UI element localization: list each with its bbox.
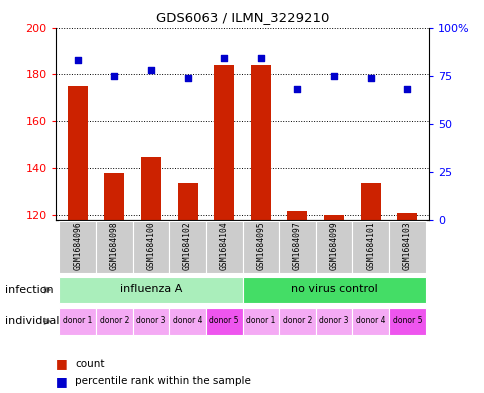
- Bar: [104, 173, 124, 220]
- Bar: [213, 65, 234, 220]
- Text: GSM1684096: GSM1684096: [73, 221, 82, 270]
- Title: GDS6063 / ILMN_3229210: GDS6063 / ILMN_3229210: [155, 11, 329, 24]
- Bar: [396, 213, 416, 220]
- Text: percentile rank within the sample: percentile rank within the sample: [75, 376, 251, 386]
- Bar: [287, 211, 307, 220]
- Bar: [96, 308, 133, 334]
- Bar: [315, 220, 351, 273]
- Bar: [242, 277, 424, 303]
- Point: [330, 72, 337, 79]
- Point: [220, 55, 227, 61]
- Bar: [323, 215, 343, 220]
- Bar: [206, 308, 242, 334]
- Bar: [133, 220, 169, 273]
- Text: individual: individual: [5, 316, 59, 326]
- Text: ■: ■: [56, 375, 67, 388]
- Text: donor 2: donor 2: [282, 316, 312, 325]
- Text: donor 4: donor 4: [172, 316, 202, 325]
- Bar: [177, 182, 197, 220]
- Text: influenza A: influenza A: [120, 284, 182, 294]
- Bar: [141, 157, 161, 220]
- Point: [257, 55, 264, 61]
- Bar: [60, 220, 96, 273]
- Text: count: count: [75, 358, 105, 369]
- Bar: [169, 308, 206, 334]
- Text: GSM1684099: GSM1684099: [329, 221, 338, 270]
- Bar: [242, 308, 278, 334]
- Bar: [242, 220, 278, 273]
- Bar: [60, 277, 242, 303]
- Text: donor 4: donor 4: [355, 316, 385, 325]
- Bar: [60, 308, 96, 334]
- Text: donor 5: donor 5: [209, 316, 239, 325]
- Bar: [278, 220, 315, 273]
- Text: GSM1684097: GSM1684097: [292, 221, 302, 270]
- Text: no virus control: no virus control: [290, 284, 377, 294]
- Bar: [388, 308, 424, 334]
- Text: donor 3: donor 3: [318, 316, 348, 325]
- Bar: [360, 182, 380, 220]
- Bar: [206, 220, 242, 273]
- Text: donor 1: donor 1: [245, 316, 275, 325]
- Text: GSM1684095: GSM1684095: [256, 221, 265, 270]
- Text: GSM1684104: GSM1684104: [219, 221, 228, 270]
- Bar: [388, 220, 424, 273]
- Text: GSM1684101: GSM1684101: [365, 221, 374, 270]
- Bar: [68, 86, 88, 220]
- Bar: [351, 220, 388, 273]
- Text: ■: ■: [56, 357, 67, 370]
- Point: [293, 86, 301, 92]
- Bar: [351, 308, 388, 334]
- Text: donor 2: donor 2: [100, 316, 129, 325]
- Bar: [278, 308, 315, 334]
- Point: [147, 67, 154, 73]
- Bar: [315, 308, 351, 334]
- Bar: [169, 220, 206, 273]
- Text: GSM1684103: GSM1684103: [402, 221, 411, 270]
- Text: donor 1: donor 1: [63, 316, 92, 325]
- Bar: [250, 65, 271, 220]
- Text: donor 5: donor 5: [392, 316, 421, 325]
- Point: [74, 57, 81, 63]
- Bar: [96, 220, 133, 273]
- Text: GSM1684100: GSM1684100: [146, 221, 155, 270]
- Bar: [133, 308, 169, 334]
- Point: [110, 72, 118, 79]
- Text: donor 3: donor 3: [136, 316, 166, 325]
- Point: [403, 86, 410, 92]
- Point: [366, 74, 374, 81]
- Text: GSM1684102: GSM1684102: [182, 221, 192, 270]
- Text: GSM1684098: GSM1684098: [110, 221, 119, 270]
- Text: infection: infection: [5, 285, 53, 295]
- Point: [183, 74, 191, 81]
